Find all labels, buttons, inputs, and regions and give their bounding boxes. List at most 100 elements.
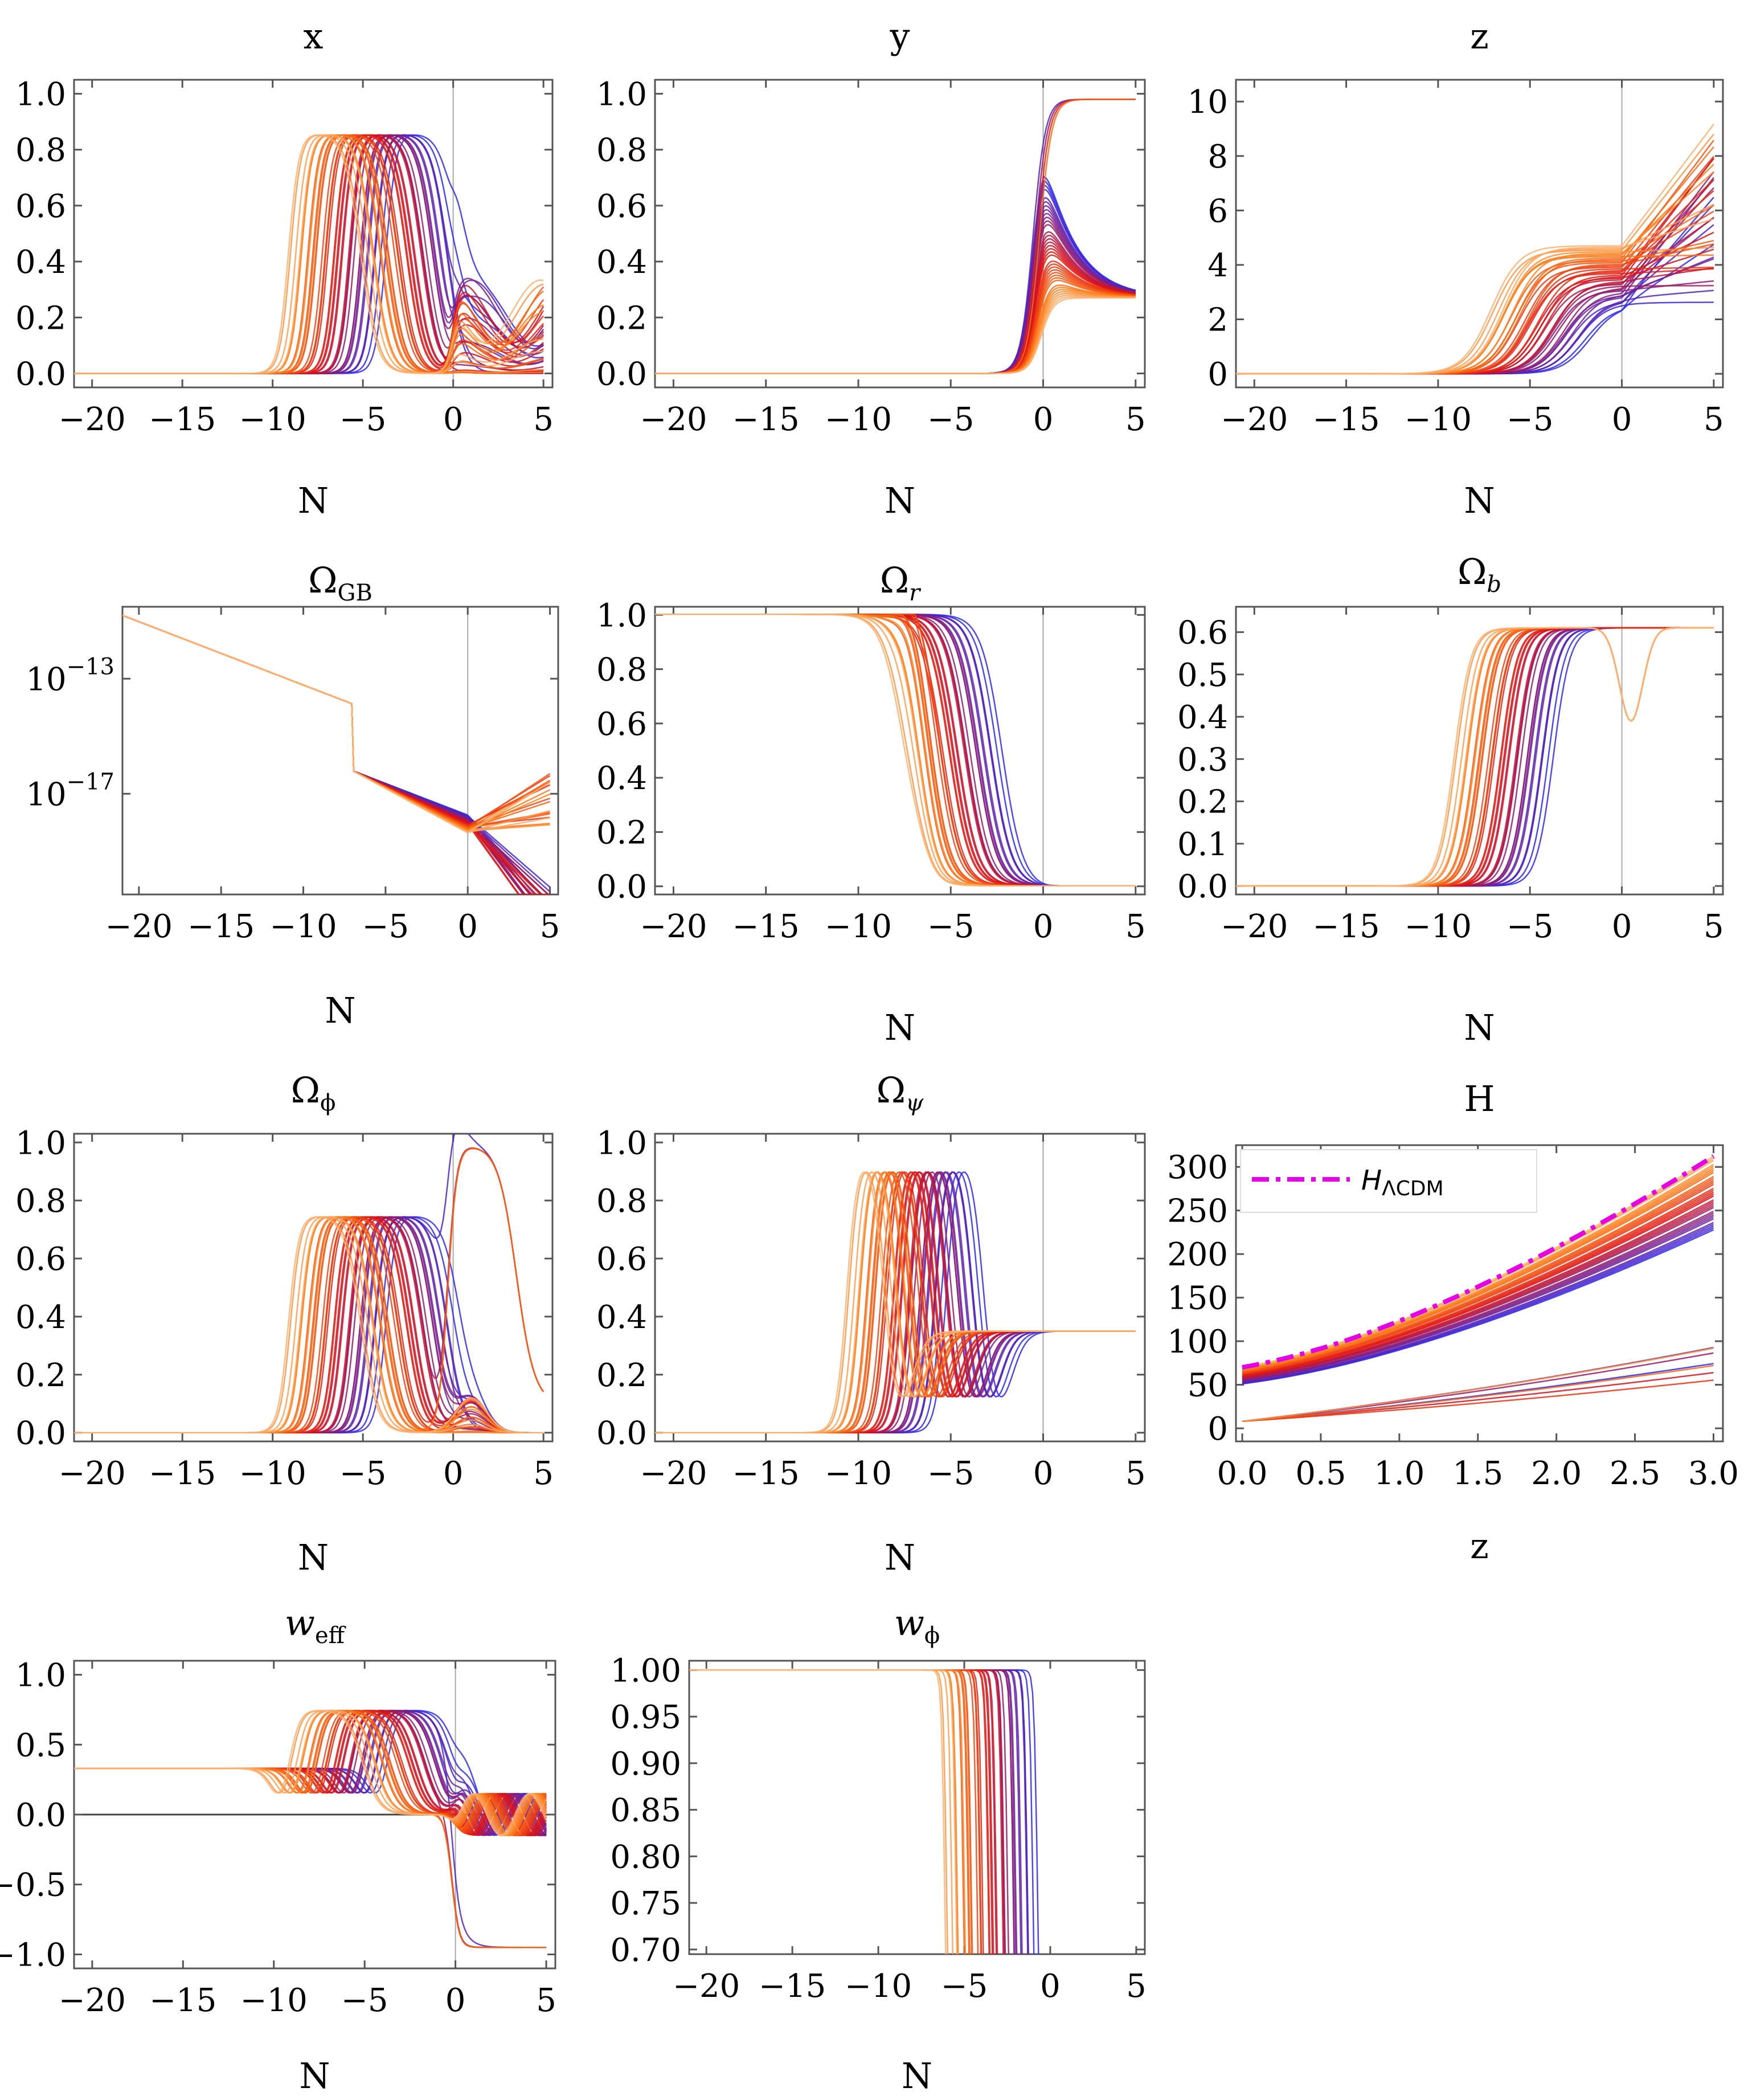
series-line <box>122 615 550 831</box>
series-line <box>122 615 550 894</box>
series-line <box>122 615 550 827</box>
series-line <box>689 1669 993 1954</box>
series-line <box>122 615 550 894</box>
series-line <box>689 1669 1015 1954</box>
panel-title-z: z <box>1470 15 1489 57</box>
series-line <box>122 615 550 833</box>
y-tick-label: 1.0 <box>596 1125 647 1162</box>
series-line <box>689 1669 1005 1954</box>
x-tick-label: 0 <box>1612 908 1632 945</box>
y-tick-label: 0.5 <box>1177 657 1228 694</box>
series-line <box>689 1669 959 1954</box>
x-tick-label: 0 <box>1040 1968 1061 2005</box>
series-line <box>122 615 550 894</box>
y-tick-label: 0 <box>1207 356 1228 393</box>
y-tick-label: 0.0 <box>15 1415 66 1452</box>
series-line <box>689 1669 982 1954</box>
panel-title-or: Ωr <box>880 559 922 606</box>
panel-z: z −20 −15 −10 −5 0 5 0 2 4 6 8 10 N <box>1188 15 1724 521</box>
y-tick-label: 0.2 <box>596 1357 647 1394</box>
x-tick-label: −15 <box>149 401 216 438</box>
x-tick-label: 5 <box>1704 908 1724 945</box>
x-tick-label: −5 <box>927 908 975 945</box>
panel-title-y: y <box>889 15 910 57</box>
series-line <box>655 295 1136 374</box>
series-line <box>689 1669 982 1954</box>
series-line <box>122 615 550 894</box>
plot-frame <box>654 606 1146 896</box>
series-line <box>689 1669 1035 1954</box>
y-tick-label: 1.0 <box>596 597 647 634</box>
series-line <box>1236 179 1714 375</box>
y-tick-label: 0.3 <box>1177 741 1228 778</box>
series-line <box>122 615 551 832</box>
y-tick-label: 0.80 <box>610 1838 681 1876</box>
series-group <box>1236 124 1714 375</box>
series-line <box>655 614 1136 887</box>
series-line <box>122 615 550 894</box>
x-tick-label: 5 <box>536 1982 556 2019</box>
panel-ogb: ΩGB −20 −15 −10 −5 0 5 10−13 10−17 N <box>26 559 560 1031</box>
x-tick-label: −20 <box>59 401 126 438</box>
x-tick-label: −20 <box>640 908 707 945</box>
series-line <box>689 1669 1006 1954</box>
series-line <box>655 244 1136 374</box>
series-line <box>689 1669 984 1954</box>
series-line <box>655 614 1136 887</box>
x-tick-label: −10 <box>239 401 306 438</box>
series-line <box>655 289 1136 374</box>
y-tick-label: 0.0 <box>15 356 66 393</box>
x-axis-label: N <box>325 990 355 1031</box>
y-tick-label: 200 <box>1167 1236 1228 1273</box>
series-line <box>122 615 551 827</box>
panel-title-x: x <box>304 15 324 57</box>
y-tick-label: 0.2 <box>596 300 647 337</box>
x-tick-label: 5 <box>1126 1968 1147 2005</box>
series-line <box>655 293 1136 374</box>
series-line <box>1236 627 1714 887</box>
y-tick-label: 0.2 <box>1177 784 1228 821</box>
plot-frame <box>1235 1144 1724 1443</box>
y-tick-label: 0.0 <box>15 1797 66 1834</box>
series-line <box>689 1669 967 1954</box>
panel-wphi: wϕ −20 −15 −10 −5 0 5 0.70 0.75 0.80 0.85 0.90 0.95 1… <box>610 1602 1147 2097</box>
series-line <box>122 615 550 894</box>
series-line <box>689 1669 954 1954</box>
series-line <box>655 614 1136 887</box>
series-group <box>655 614 1136 887</box>
series-group <box>122 615 551 894</box>
x-tick-label: 0 <box>443 1455 464 1492</box>
reference-lcdm-line <box>1242 1154 1715 1370</box>
series-line <box>1236 177 1714 375</box>
y-tick-label: −0.5 <box>0 1867 66 1904</box>
y-tick-label: 0.4 <box>15 1299 66 1336</box>
x-axis-label: N <box>902 2055 932 2097</box>
x-tick-label: −5 <box>362 908 410 945</box>
series-line <box>122 615 550 828</box>
x-tick-label: −15 <box>732 401 800 438</box>
panel-title-ob: Ωb <box>1458 551 1501 598</box>
series-line <box>122 615 551 888</box>
x-tick-label: −15 <box>1312 401 1379 438</box>
x-tick-label: 2.0 <box>1531 1455 1582 1492</box>
series-line <box>655 1171 1136 1433</box>
x-tick-label: −20 <box>105 908 173 945</box>
y-tick-label: 0.6 <box>1177 615 1228 652</box>
y-tick-label: 0.75 <box>610 1885 681 1922</box>
series-line <box>1242 1347 1714 1423</box>
series-line <box>1242 1199 1714 1378</box>
y-tick-label: 250 <box>1167 1193 1228 1230</box>
series-line <box>655 614 1136 887</box>
x-tick-label: 1.0 <box>1374 1455 1424 1492</box>
y-tick-label: 0.70 <box>610 1932 681 1969</box>
x-tick-label: 0 <box>1612 401 1632 438</box>
series-line <box>655 614 1136 887</box>
series-line <box>655 614 1136 887</box>
x-tick-label: 1.5 <box>1452 1455 1503 1492</box>
y-tick-label: 0.4 <box>15 244 66 281</box>
panel-or: Ωr −20 −15 −10 −5 0 5 0.0 0.2 0.4 0.6 0.8 1.0 N <box>596 559 1146 1048</box>
series-line <box>689 1669 1023 1954</box>
series-line <box>122 615 550 894</box>
x-tick-label: 0.5 <box>1295 1455 1346 1492</box>
series-line <box>655 614 1136 887</box>
